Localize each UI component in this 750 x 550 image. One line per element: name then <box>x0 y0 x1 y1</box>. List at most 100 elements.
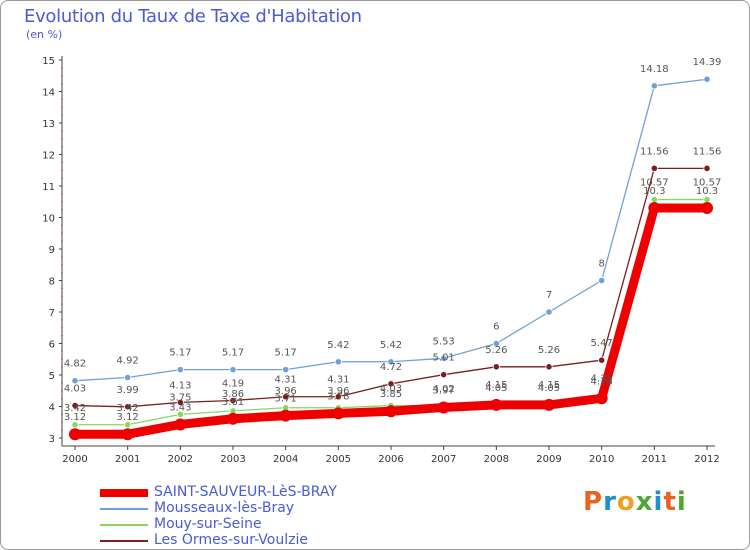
legend-swatch <box>100 540 148 542</box>
y-tick-label: 3 <box>49 434 55 445</box>
data-point <box>598 276 606 285</box>
y-tick-label: 12 <box>42 151 55 162</box>
data-point <box>227 412 239 425</box>
data-point <box>334 358 342 366</box>
data-label: 14.39 <box>693 57 722 68</box>
data-point <box>650 82 658 90</box>
data-point <box>176 398 184 407</box>
data-label: 4.15 <box>538 380 560 391</box>
data-label: 5.01 <box>433 353 455 364</box>
data-point <box>71 421 79 429</box>
data-label: 5.42 <box>380 340 402 351</box>
data-point <box>595 392 608 405</box>
x-tick-label: 2002 <box>168 454 193 465</box>
y-tick-label: 6 <box>49 340 55 351</box>
data-label: 3.96 <box>275 386 297 397</box>
data-label: 5.17 <box>169 348 191 359</box>
data-label: 3.71 <box>275 394 297 405</box>
data-label: 10.57 <box>640 178 669 189</box>
data-label: 4.03 <box>380 384 402 395</box>
data-point <box>229 366 237 374</box>
x-tick-label: 2000 <box>62 454 87 465</box>
y-tick-label: 8 <box>49 277 55 288</box>
legend-swatch <box>100 524 148 526</box>
x-tick-label: 2009 <box>536 454 561 465</box>
data-label: 5.53 <box>433 336 455 347</box>
legend-label: Les Ormes-sur-Voulzie <box>154 532 308 548</box>
data-point <box>124 403 132 411</box>
data-label: 5.42 <box>327 340 349 351</box>
data-label: 4.13 <box>169 380 191 391</box>
data-label: 4.82 <box>64 359 86 370</box>
data-label: 3.12 <box>64 412 86 423</box>
data-label: 3.75 <box>169 392 191 403</box>
x-tick-label: 2001 <box>115 454 140 465</box>
data-label: 3.96 <box>327 386 349 397</box>
x-tick-label: 2005 <box>326 454 351 465</box>
data-label: 3.78 <box>327 391 349 402</box>
data-label: 4.05 <box>485 383 507 394</box>
data-point <box>545 308 553 316</box>
data-label: 3.43 <box>169 402 191 413</box>
logo-letter: i <box>653 487 664 517</box>
logo-letter: i <box>676 487 687 517</box>
data-label: 14.18 <box>640 64 669 75</box>
data-point <box>176 410 184 418</box>
data-label: 5.26 <box>485 345 507 356</box>
data-label: 7 <box>546 290 552 301</box>
data-point <box>492 363 500 371</box>
x-tick-label: 2006 <box>378 454 403 465</box>
data-label: 4.31 <box>327 375 349 386</box>
data-point <box>387 358 395 366</box>
data-point <box>598 356 606 364</box>
legend-swatch <box>100 489 148 497</box>
data-label: 10.3 <box>643 186 665 197</box>
series-line <box>74 78 708 382</box>
data-point <box>490 398 503 411</box>
data-point <box>543 398 555 411</box>
data-point <box>703 75 711 83</box>
data-point <box>650 195 658 204</box>
data-label: 11.56 <box>693 146 722 157</box>
data-point <box>437 401 450 414</box>
legend-label: SAINT-SAUVEUR-LèS-BRAY <box>154 484 337 500</box>
data-point <box>69 428 81 441</box>
data-label: 4.26 <box>591 376 613 387</box>
data-label: 11.56 <box>640 146 669 157</box>
data-point <box>282 366 290 374</box>
data-point <box>176 366 184 374</box>
x-tick-label: 2004 <box>273 454 298 465</box>
data-label: 3.42 <box>117 403 139 414</box>
data-point <box>648 202 661 215</box>
data-label: 3.85 <box>380 389 402 400</box>
data-point <box>703 195 711 204</box>
data-point <box>701 202 713 215</box>
proxiti-logo[interactable]: Proxiti <box>583 487 687 517</box>
data-point <box>124 373 132 382</box>
y-tick-label: 15 <box>42 56 55 67</box>
x-tick-label: 2010 <box>589 454 614 465</box>
y-tick-label: 7 <box>49 308 55 319</box>
data-label: 6 <box>493 322 499 333</box>
y-tick-label: 4 <box>49 403 55 414</box>
data-label: 3.99 <box>117 385 139 396</box>
data-label: 4.02 <box>433 384 455 395</box>
y-tick-label: 13 <box>42 119 55 130</box>
data-label: 3.12 <box>117 412 139 423</box>
data-point <box>385 405 397 418</box>
data-point <box>71 377 79 385</box>
logo-letter: x <box>635 487 654 517</box>
data-label: 5.17 <box>222 348 244 359</box>
logo-letter: o <box>616 487 636 517</box>
data-label: 3.61 <box>222 397 244 408</box>
y-tick-label: 9 <box>49 245 55 256</box>
data-point <box>334 393 342 401</box>
x-tick-label: 2008 <box>484 454 509 465</box>
x-tick-label: 2012 <box>694 454 719 465</box>
data-label: 10.57 <box>693 178 722 189</box>
data-point <box>332 407 345 420</box>
data-point <box>387 380 395 388</box>
data-point <box>174 418 187 431</box>
data-label: 10.3 <box>696 186 718 197</box>
